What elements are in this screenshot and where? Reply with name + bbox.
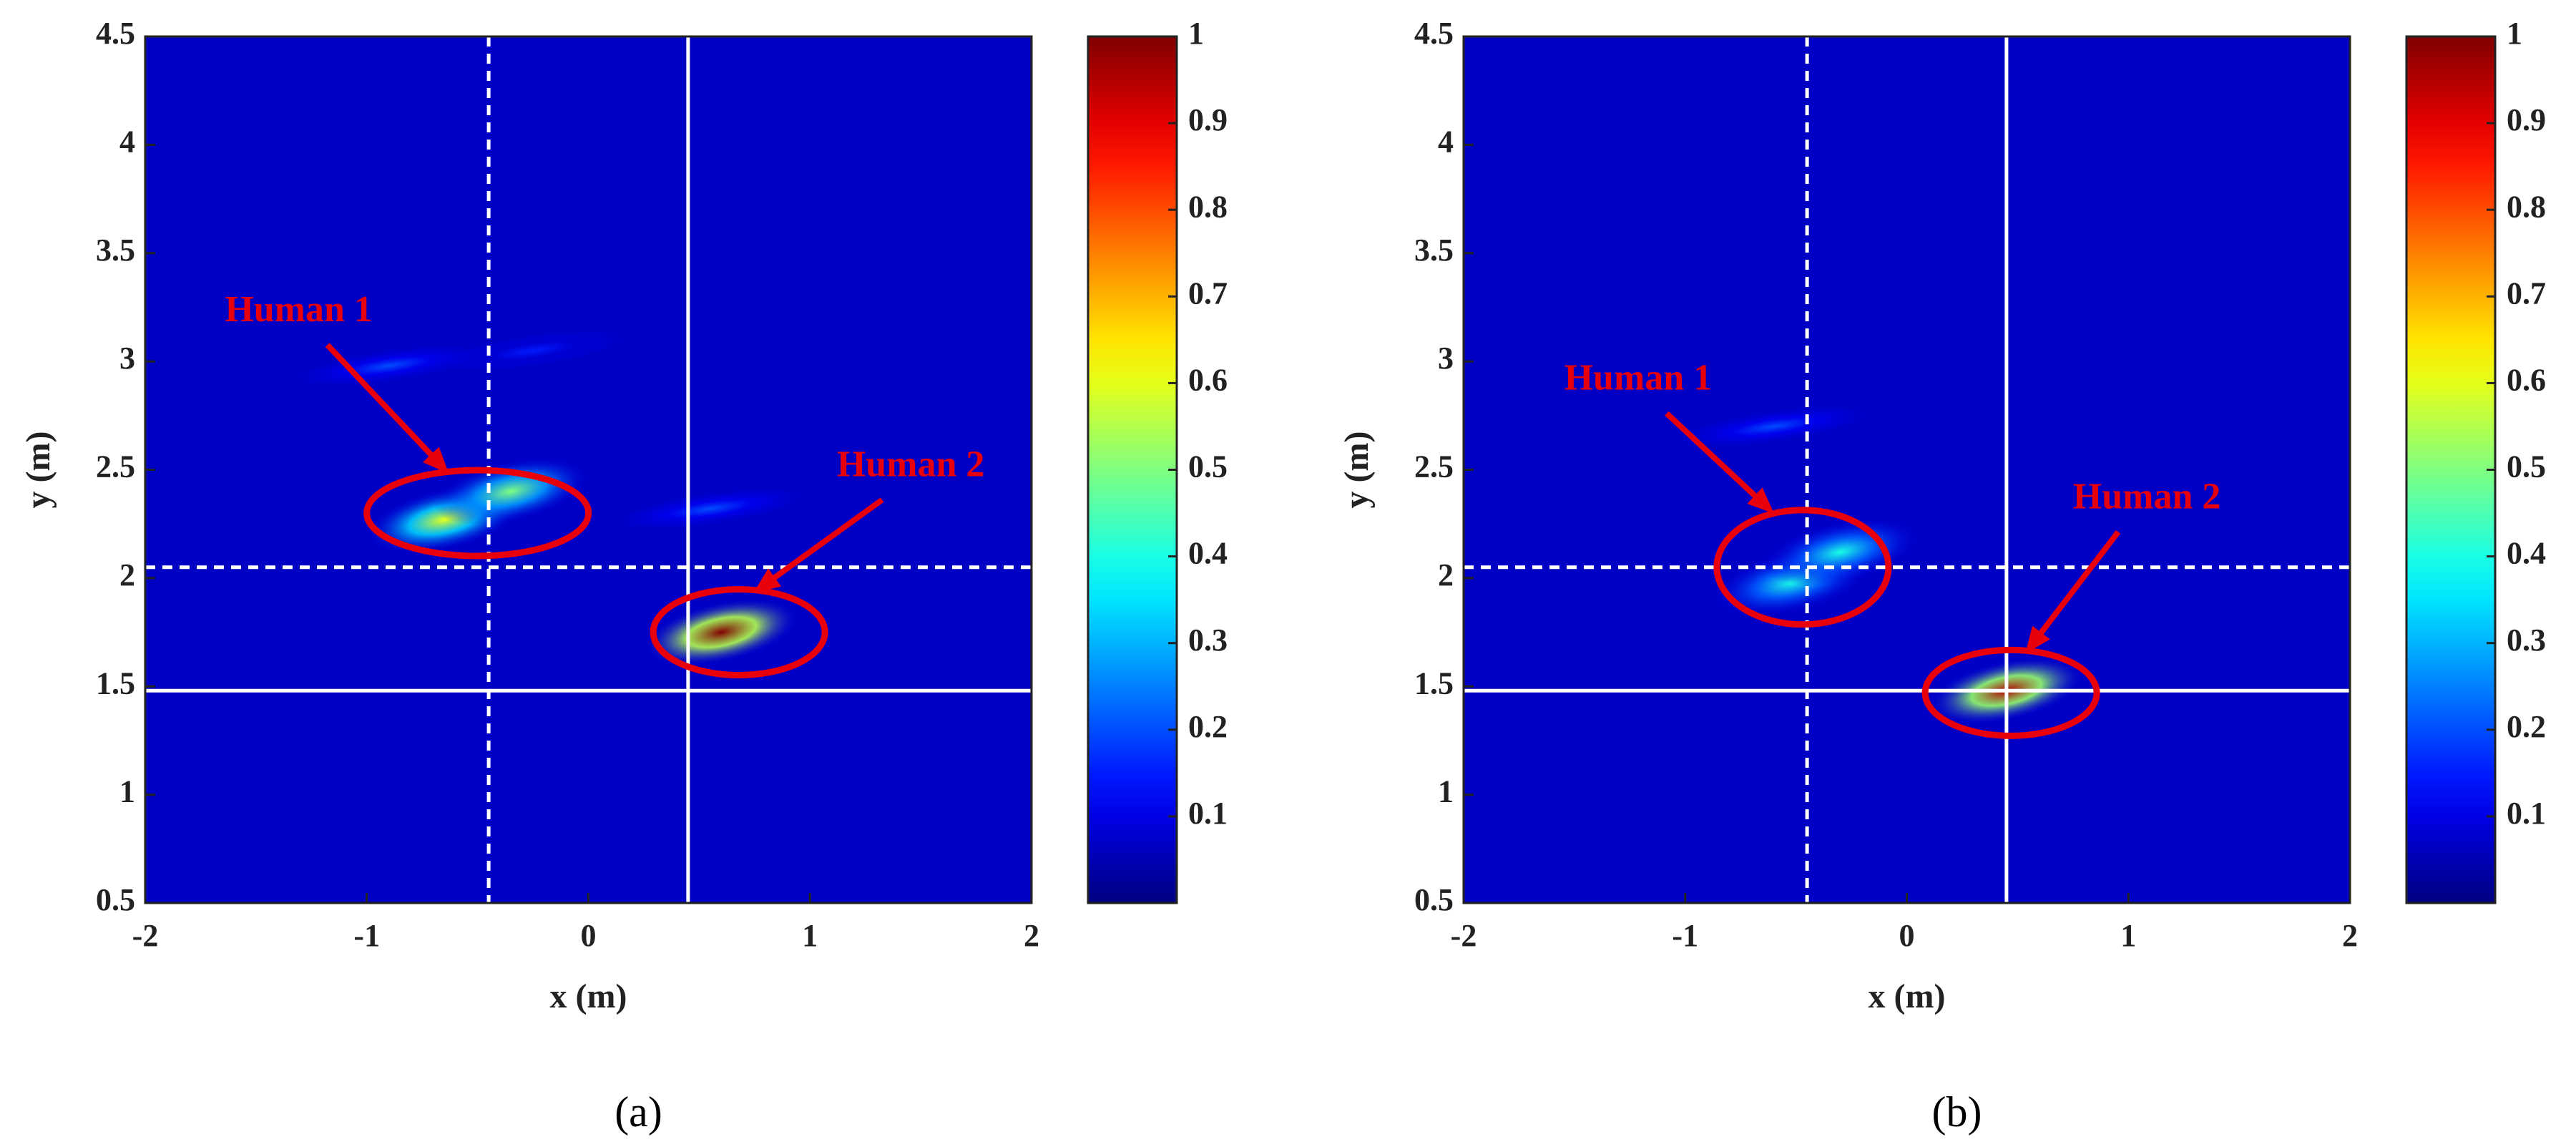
- target-ellipse: [363, 467, 592, 560]
- colorbar-tick-label: 0.4: [1188, 536, 1228, 571]
- target-ellipse: [1713, 507, 1892, 628]
- annotation-label: Human 1: [225, 289, 373, 330]
- y-tick-label: 4.5: [1414, 16, 1454, 51]
- colorbar-tick-label: 0.2: [2507, 709, 2546, 744]
- y-tick-label: 1: [119, 774, 135, 809]
- heatmap-background: [1464, 36, 2350, 903]
- colorbar-tick-label: 0.8: [1188, 189, 1228, 224]
- colorbar-tick-label: 0.7: [1188, 275, 1228, 311]
- hotspot: [296, 345, 481, 386]
- colorbar-tick-label: 0.3: [1188, 623, 1228, 658]
- y-tick-label: 3.5: [96, 233, 135, 268]
- colorbar-tick-label: 1: [2507, 16, 2522, 51]
- x-tick-label: 2: [2342, 918, 2358, 953]
- target-ellipse: [1921, 646, 2100, 739]
- arrow-head: [423, 446, 449, 474]
- hotspot: [1681, 406, 1866, 447]
- colorbar: [2405, 35, 2497, 904]
- x-tick-label: -2: [132, 918, 159, 953]
- y-tick-label: 1.5: [96, 665, 135, 701]
- y-axis-label: y (m): [19, 431, 57, 509]
- y-tick-label: 0.5: [96, 882, 135, 917]
- colorbar-tick-label: 0.3: [2507, 623, 2546, 658]
- colorbar-tick-label: 0.4: [2507, 536, 2546, 571]
- target-ellipse: [650, 586, 828, 679]
- y-tick-label: 4: [119, 124, 135, 159]
- heatmap-background: [145, 36, 1032, 903]
- x-axis-label: x (m): [550, 977, 627, 1015]
- x-axis-label: x (m): [1869, 977, 1946, 1015]
- plot-area: [1464, 36, 2350, 903]
- y-tick-label: 3: [119, 341, 135, 376]
- annotation-label: Human 2: [2073, 476, 2221, 517]
- panel-caption: (a): [614, 1088, 662, 1136]
- arrow-head: [2025, 625, 2050, 654]
- x-tick-label: 1: [2120, 918, 2136, 953]
- x-tick-label: -1: [353, 918, 380, 953]
- colorbar: [1087, 35, 1178, 904]
- plot-area: [145, 36, 1032, 903]
- x-tick-label: -2: [1451, 918, 1477, 953]
- x-tick-label: 1: [802, 918, 818, 953]
- arrow-head: [1747, 487, 1774, 514]
- colorbar-tick-label: 0.1: [1188, 796, 1228, 831]
- y-tick-label: 2.5: [1414, 449, 1454, 484]
- colorbar-tick-label: 1: [1188, 16, 1204, 51]
- y-tick-label: 0.5: [1414, 882, 1454, 917]
- hotspot: [434, 457, 589, 525]
- x-tick-label: 0: [581, 918, 597, 953]
- y-tick-label: 4.5: [96, 16, 135, 51]
- colorbar-tick-label: 0.5: [1188, 449, 1228, 484]
- annotation-label: Human 1: [1564, 358, 1713, 399]
- x-tick-label: -1: [1672, 918, 1698, 953]
- x-tick-label: 0: [1899, 918, 1915, 953]
- hotspot: [441, 330, 625, 371]
- y-tick-label: 2: [1438, 557, 1454, 592]
- colorbar-tick-label: 0.2: [1188, 709, 1228, 744]
- x-tick-label: 2: [1024, 918, 1039, 953]
- colorbar-tick-label: 0.8: [2507, 189, 2546, 224]
- annotation-arrow: [1665, 411, 1760, 500]
- colorbar-tick-label: 0.9: [2507, 102, 2546, 137]
- y-tick-label: 2: [119, 557, 135, 592]
- y-tick-label: 4: [1438, 124, 1454, 159]
- y-tick-label: 1: [1438, 774, 1454, 809]
- hotspot: [618, 488, 803, 529]
- colorbar-tick-label: 0.1: [2507, 796, 2546, 831]
- y-axis-label: y (m): [1338, 431, 1376, 509]
- colorbar-tick-label: 0.9: [1188, 102, 1228, 137]
- hotspot: [644, 598, 799, 666]
- arrow-head: [753, 568, 782, 593]
- annotation-arrow: [2037, 529, 2121, 638]
- y-tick-label: 3: [1438, 341, 1454, 376]
- annotation-arrow: [770, 497, 884, 582]
- annotation-arrow: [325, 343, 436, 459]
- y-tick-label: 2.5: [96, 449, 135, 484]
- annotation-label: Human 2: [837, 444, 985, 485]
- y-tick-label: 3.5: [1414, 233, 1454, 268]
- y-tick-label: 1.5: [1414, 665, 1454, 701]
- colorbar-tick-label: 0.5: [2507, 449, 2546, 484]
- colorbar-tick-label: 0.6: [2507, 362, 2546, 397]
- colorbar-tick-label: 0.6: [1188, 362, 1228, 397]
- panel-caption: (b): [1932, 1088, 1982, 1136]
- colorbar-tick-label: 0.7: [2507, 275, 2546, 311]
